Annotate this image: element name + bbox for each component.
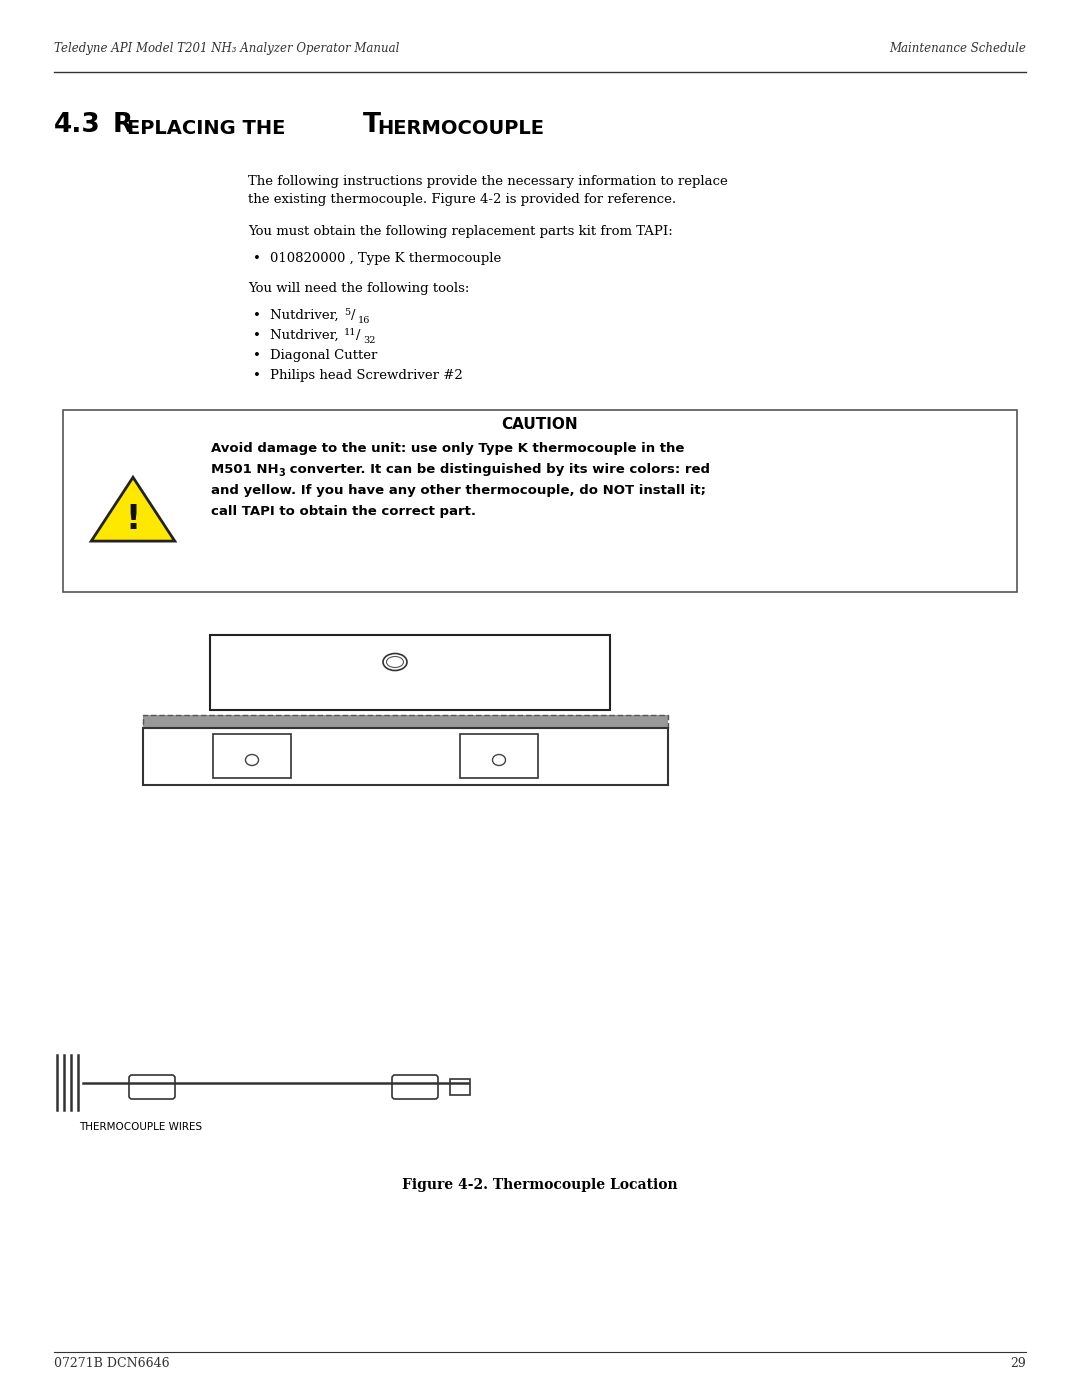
Text: 32: 32 bbox=[363, 337, 376, 345]
Text: You will need the following tools:: You will need the following tools: bbox=[248, 282, 470, 295]
Text: EPLACING THE: EPLACING THE bbox=[127, 119, 292, 138]
Text: •: • bbox=[253, 349, 261, 362]
Text: Nutdriver,: Nutdriver, bbox=[270, 330, 342, 342]
Text: The following instructions provide the necessary information to replace: The following instructions provide the n… bbox=[248, 175, 728, 189]
FancyBboxPatch shape bbox=[129, 1076, 175, 1099]
Text: 07271B DCN6646: 07271B DCN6646 bbox=[54, 1356, 170, 1370]
Bar bbox=[143, 728, 669, 785]
Bar bbox=[450, 1078, 470, 1095]
Text: converter. It can be distinguished by its wire colors: red: converter. It can be distinguished by it… bbox=[285, 462, 710, 476]
Bar bbox=[63, 409, 1017, 592]
Text: 5: 5 bbox=[345, 307, 350, 317]
Text: HERMOCOUPLE: HERMOCOUPLE bbox=[377, 119, 544, 138]
Text: 29: 29 bbox=[1010, 1356, 1026, 1370]
Bar bbox=[213, 733, 291, 778]
Text: •: • bbox=[253, 369, 261, 381]
Text: M501 NH: M501 NH bbox=[211, 462, 279, 476]
Text: CAUTION: CAUTION bbox=[502, 416, 578, 432]
Text: Diagonal Cutter: Diagonal Cutter bbox=[270, 349, 377, 362]
Text: T: T bbox=[363, 112, 381, 138]
Text: the existing thermocouple. Figure 4-2 is provided for reference.: the existing thermocouple. Figure 4-2 is… bbox=[248, 193, 676, 205]
Text: You must obtain the following replacement parts kit from TAPI:: You must obtain the following replacemen… bbox=[248, 225, 673, 237]
Bar bbox=[460, 733, 538, 778]
Text: Maintenance Schedule: Maintenance Schedule bbox=[889, 42, 1026, 54]
Text: call TAPI to obtain the correct part.: call TAPI to obtain the correct part. bbox=[211, 504, 476, 518]
Text: 16: 16 bbox=[357, 316, 370, 326]
Text: Avoid damage to the unit: use only Type K thermocouple in the: Avoid damage to the unit: use only Type … bbox=[211, 441, 685, 455]
Text: •: • bbox=[253, 330, 261, 342]
Bar bbox=[143, 715, 669, 728]
Text: R: R bbox=[113, 112, 133, 138]
Text: Figure 4-2. Thermocouple Location: Figure 4-2. Thermocouple Location bbox=[402, 1178, 678, 1192]
Polygon shape bbox=[91, 478, 175, 541]
Text: 4.3: 4.3 bbox=[54, 112, 100, 138]
Text: 11: 11 bbox=[345, 328, 356, 337]
Text: /: / bbox=[351, 309, 355, 321]
Text: 010820000 , Type K thermocouple: 010820000 , Type K thermocouple bbox=[270, 251, 501, 265]
Text: !: ! bbox=[125, 503, 140, 536]
Text: Nutdriver,: Nutdriver, bbox=[270, 309, 342, 321]
Text: •: • bbox=[253, 251, 261, 265]
Ellipse shape bbox=[245, 754, 258, 766]
Ellipse shape bbox=[492, 754, 505, 766]
Text: Philips head Screwdriver #2: Philips head Screwdriver #2 bbox=[270, 369, 462, 381]
FancyBboxPatch shape bbox=[392, 1076, 438, 1099]
Bar bbox=[210, 636, 610, 710]
Text: THERMOCOUPLE WIRES: THERMOCOUPLE WIRES bbox=[79, 1122, 202, 1132]
Text: and yellow. If you have any other thermocouple, do NOT install it;: and yellow. If you have any other thermo… bbox=[211, 483, 706, 497]
Text: Teledyne API Model T201 NH₃ Analyzer Operator Manual: Teledyne API Model T201 NH₃ Analyzer Ope… bbox=[54, 42, 400, 54]
Text: •: • bbox=[253, 309, 261, 321]
Ellipse shape bbox=[387, 657, 404, 668]
Ellipse shape bbox=[383, 654, 407, 671]
Text: /: / bbox=[356, 330, 361, 342]
Bar bbox=[143, 715, 669, 728]
Text: 3: 3 bbox=[278, 468, 285, 478]
